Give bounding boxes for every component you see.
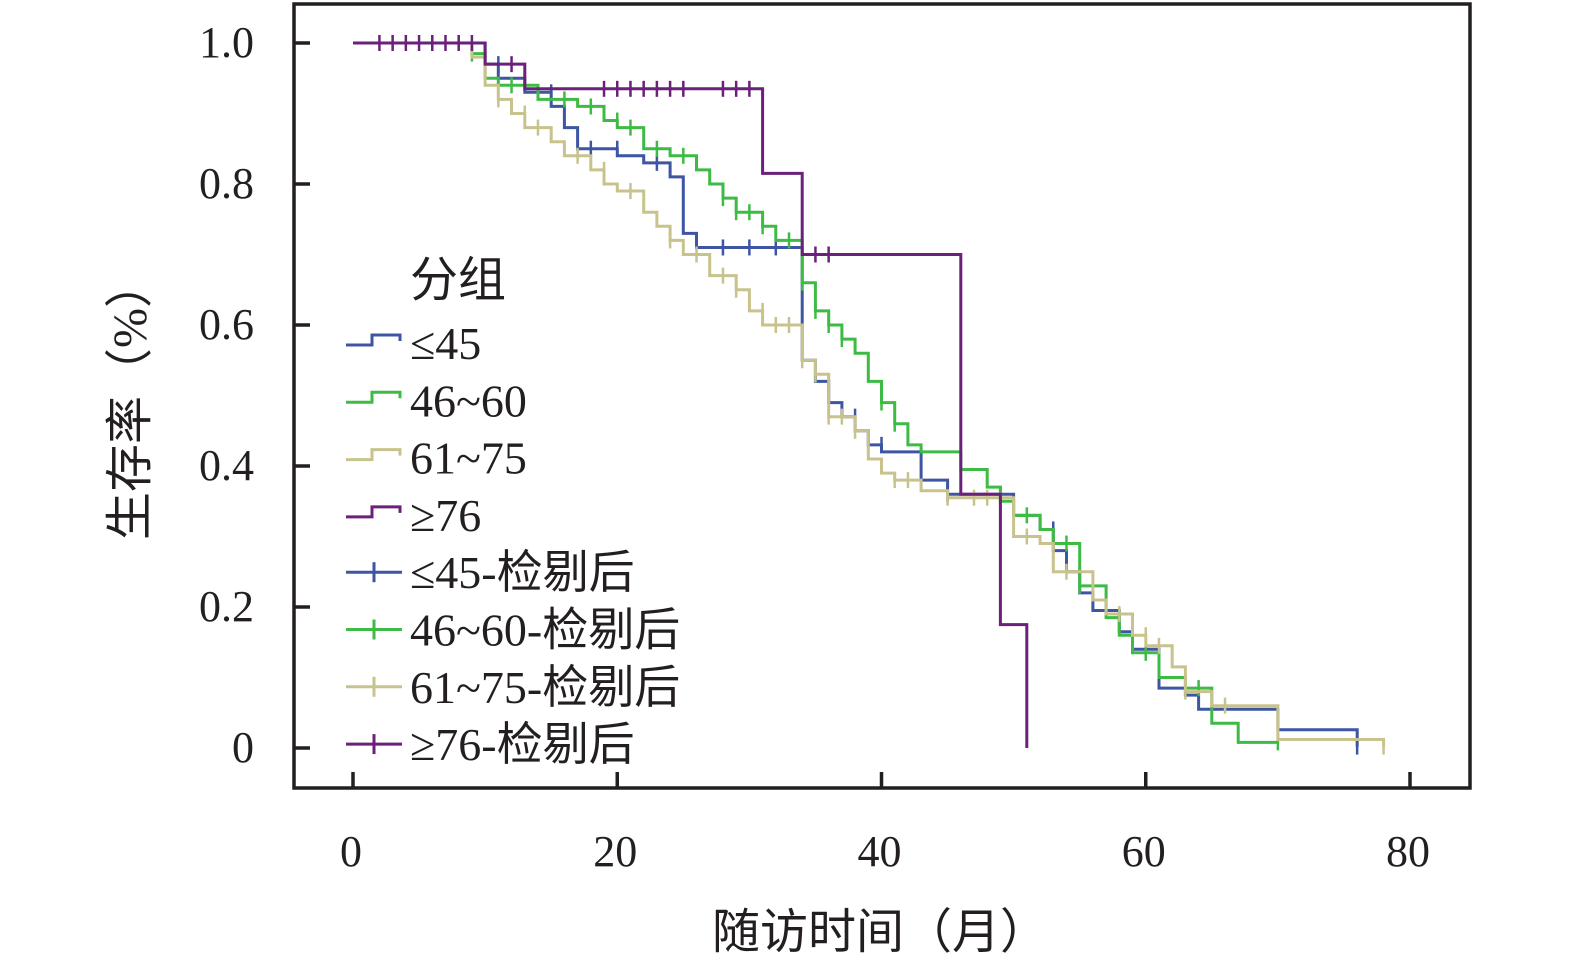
legend-label: ≥76: [410, 490, 481, 541]
legend-title: 分组: [410, 254, 506, 307]
x-tick-label: 80: [1386, 827, 1430, 876]
legend-label: 61~75-检剔后: [410, 662, 680, 713]
series-3: [353, 35, 1029, 748]
y-tick-label: 0.4: [199, 441, 254, 490]
y-tick-label: 0.6: [199, 300, 254, 349]
legend-line-swatch: [346, 390, 402, 404]
legend-line-swatch: [346, 448, 402, 462]
legend-label: ≤45-检剔后: [410, 547, 635, 598]
x-tick-label: 60: [1122, 827, 1166, 876]
y-tick-label: 1.0: [199, 18, 254, 67]
y-tick-label: 0.8: [199, 159, 254, 208]
y-tick-label: 0: [232, 723, 254, 772]
survival-line: [353, 41, 1386, 747]
legend-label: ≤45: [410, 318, 481, 369]
series-2: [353, 41, 1386, 755]
x-tick-label: 40: [858, 827, 902, 876]
legend-label: 46~60: [410, 375, 527, 426]
survival-line: [353, 41, 1029, 748]
legend: 分组 ≤45 46~60 61~75 ≥76 ≤45-检剔后 46~60-检剔后 61~75-…: [346, 254, 680, 770]
y-axis-title: 生存率（%）: [104, 260, 157, 540]
x-tick-label: 0: [340, 827, 362, 876]
legend-label: 61~75: [410, 433, 527, 484]
series-layer: [353, 35, 1386, 755]
x-axis-title: 随访时间（月）: [712, 906, 1048, 959]
legend-label: ≥76-检剔后: [410, 719, 635, 770]
x-tick-label: 20: [593, 827, 637, 876]
x-axis: 0 20 40 60 80: [340, 772, 1430, 876]
legend-line-swatch: [346, 333, 402, 347]
y-tick-label: 0.2: [199, 582, 254, 631]
y-axis: 0 0.2 0.4 0.6 0.8 1.0: [199, 18, 310, 772]
legend-label: 46~60-检剔后: [410, 605, 680, 656]
legend-line-swatch: [346, 505, 402, 519]
